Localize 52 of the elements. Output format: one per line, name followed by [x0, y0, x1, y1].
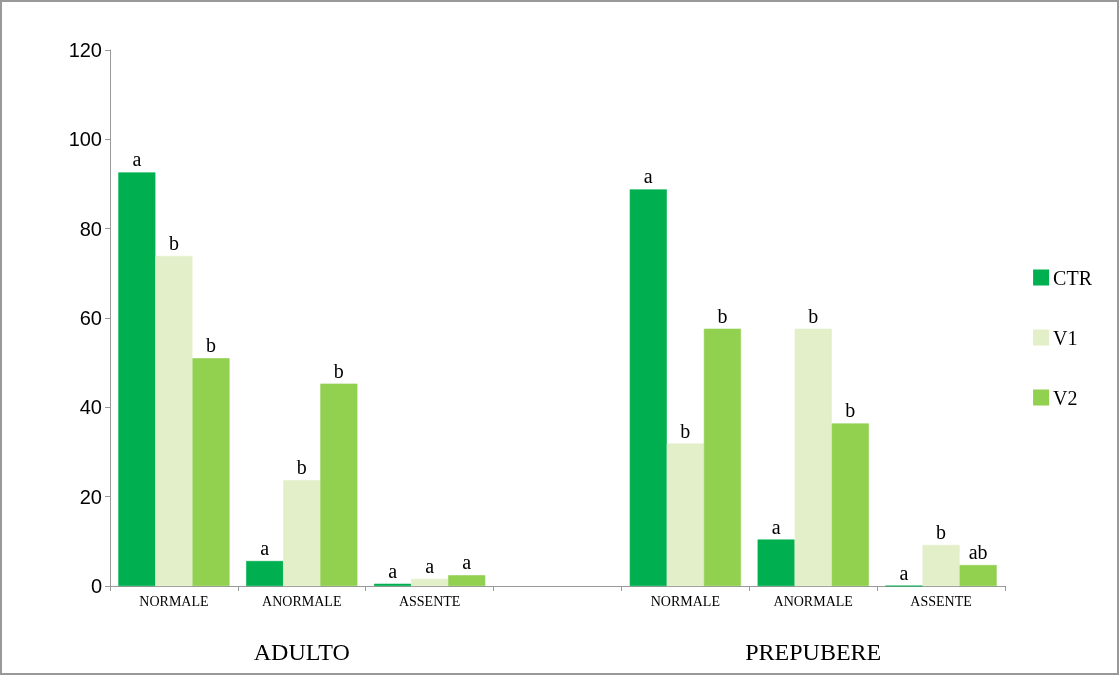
legend-label: V2 [1053, 386, 1078, 409]
data-label: ab [968, 541, 988, 564]
x-tick-label: ASSENTE [910, 593, 972, 609]
data-label: a [462, 551, 472, 574]
legend-label: CTR [1053, 266, 1093, 289]
data-label: a [388, 559, 398, 582]
bar [320, 383, 358, 586]
data-label: a [643, 165, 653, 188]
bar [666, 443, 704, 586]
data-label: b [808, 304, 819, 327]
x-tick-label: ASSENTE [398, 593, 461, 609]
data-label: a [771, 515, 781, 538]
data-label: b [206, 334, 217, 357]
data-label: b [168, 231, 179, 254]
data-label: a [425, 554, 435, 577]
y-tick-label: 20 [79, 485, 102, 508]
y-tick-label: 120 [68, 39, 102, 61]
legend-label: V1 [1053, 326, 1078, 349]
data-label: b [296, 456, 307, 479]
data-label: b [845, 399, 856, 422]
bar [922, 544, 960, 586]
data-label: b [717, 304, 728, 327]
bar [246, 560, 284, 586]
bar [283, 480, 321, 586]
bar [411, 578, 449, 586]
bar [118, 172, 156, 586]
x-tick-label: NORMALE [650, 593, 720, 609]
bar [192, 358, 230, 586]
data-label: a [899, 561, 909, 584]
x-tick-label: ANORMALE [262, 593, 342, 609]
bar [794, 328, 832, 586]
y-tick-label: 100 [68, 128, 102, 151]
y-tick-label: 0 [90, 575, 102, 597]
bar [155, 255, 193, 586]
bar [757, 539, 795, 586]
y-tick-label: 60 [79, 307, 102, 329]
text: PREPUBERE [745, 639, 882, 665]
bar [448, 575, 486, 586]
bar [959, 565, 997, 586]
text: ADULTO [253, 639, 350, 665]
x-tick-label: NORMALE [139, 593, 209, 609]
bar [629, 189, 667, 586]
data-label: b [680, 419, 691, 442]
y-tick-label: 80 [79, 217, 102, 240]
y-tick-label: 40 [79, 396, 102, 419]
x-tick-label: ANORMALE [773, 593, 853, 609]
data-label: a [132, 148, 142, 171]
data-label: b [936, 520, 947, 543]
data-label: b [333, 359, 344, 382]
data-label: a [260, 536, 270, 559]
bar [703, 328, 741, 586]
bar [831, 423, 869, 586]
